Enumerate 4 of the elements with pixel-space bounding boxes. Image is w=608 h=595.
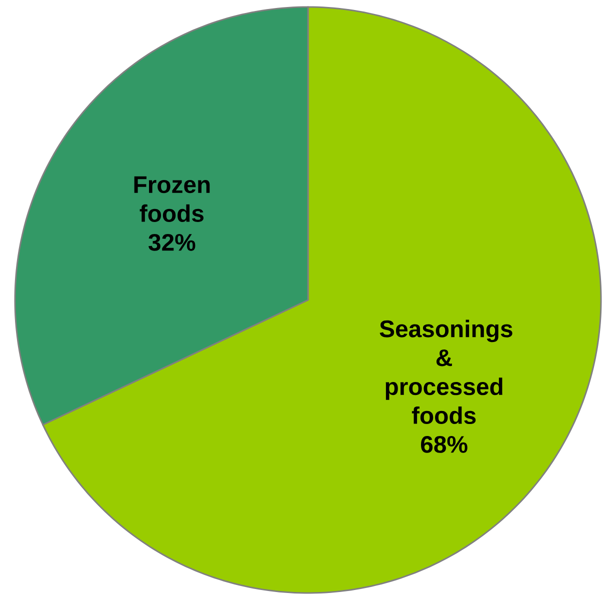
slice-label: Seasonings & processed foods: [380, 320, 512, 424]
data-label: 32%: [148, 234, 196, 251]
data-label: 68%: [421, 436, 468, 453]
slice-label: Frozen foods: [134, 176, 210, 222]
